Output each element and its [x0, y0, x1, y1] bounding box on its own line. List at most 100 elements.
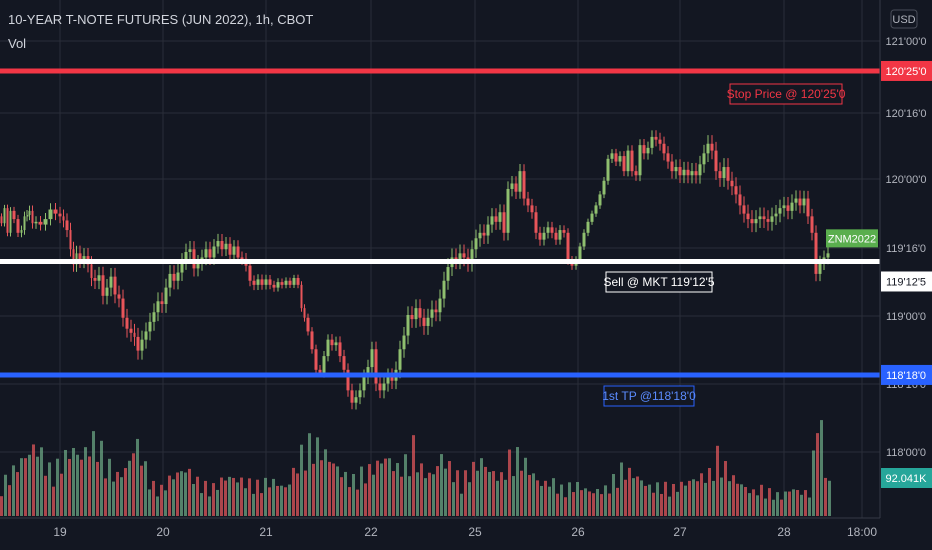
sell-note-text: Sell @ MKT 119'12'5	[603, 275, 714, 289]
candle-body	[292, 278, 296, 285]
volume-bar	[4, 474, 7, 516]
volume-bar	[116, 471, 119, 516]
candle-body	[75, 253, 78, 265]
candle-body	[634, 171, 638, 176]
volume-bar	[92, 431, 95, 516]
candle-body	[826, 253, 830, 258]
volume-bar	[572, 492, 575, 516]
volume-bar	[548, 486, 551, 516]
candle-body	[546, 227, 550, 233]
volume-bar	[136, 438, 139, 516]
candle-body	[260, 279, 264, 285]
volume-bar	[600, 494, 603, 516]
candle-body	[20, 230, 23, 233]
candle-body	[442, 280, 446, 299]
candle-body	[354, 397, 358, 403]
candle-body	[306, 317, 310, 332]
candle-body	[514, 183, 518, 192]
y-tick-label: 119'00'0	[886, 311, 926, 323]
candle-body	[602, 180, 606, 195]
candle-body	[48, 209, 53, 220]
volume-bar	[52, 486, 55, 516]
candle-body	[93, 278, 97, 281]
candle-body	[374, 349, 378, 384]
candle-body	[710, 143, 714, 151]
candle-body	[598, 194, 602, 206]
volume-bar	[804, 490, 807, 516]
volume-bar	[204, 480, 207, 516]
volume-bar	[372, 474, 375, 516]
volume-bar	[608, 493, 611, 516]
volume-bar	[428, 472, 431, 516]
y-tick-label: 121'00'0	[886, 36, 927, 48]
volume-bar	[352, 474, 355, 516]
volume-bar	[180, 471, 183, 516]
y-tick-label: 118'00'0	[886, 447, 926, 459]
volume-bar	[48, 462, 51, 516]
candle-body	[82, 256, 86, 261]
candle-body	[350, 390, 354, 403]
volume-bar	[100, 440, 103, 516]
candle-body	[426, 317, 430, 326]
candle-body	[188, 249, 192, 252]
candle-body	[806, 198, 810, 217]
volume-bar	[436, 466, 439, 516]
candle-body	[750, 219, 754, 224]
volume-bar	[156, 496, 159, 516]
volume-bar	[176, 472, 179, 516]
volume-bar	[636, 476, 639, 516]
candle-body	[192, 249, 196, 269]
volume-bar	[200, 493, 203, 516]
volume-bar	[680, 481, 683, 516]
x-tick-label: 19	[53, 525, 67, 539]
volume-bar	[696, 481, 699, 516]
candle-body	[160, 301, 164, 305]
volume-bar	[424, 478, 427, 516]
candle-body	[129, 328, 133, 333]
volume-bar	[40, 447, 43, 516]
volume-bar	[808, 497, 811, 516]
candle-body	[726, 167, 730, 181]
volume-bar	[588, 491, 591, 516]
volume-bar	[556, 493, 559, 516]
volume-bar	[728, 481, 731, 516]
volume-bar	[656, 482, 659, 516]
candle-body	[386, 376, 390, 384]
stop-price-tag: 120'25'0	[881, 60, 932, 81]
candle-body	[486, 224, 490, 236]
candle-body	[422, 317, 426, 326]
volume-bar	[568, 482, 571, 516]
candle-body	[790, 202, 794, 211]
candle-body	[738, 194, 742, 206]
volume-bar	[192, 484, 195, 516]
candle-body	[810, 216, 814, 233]
candle-body	[296, 278, 300, 285]
volume-bar	[240, 477, 243, 516]
volume-bar	[184, 472, 187, 516]
volume-bar	[8, 485, 11, 516]
candle-body	[23, 216, 26, 231]
volume-bar	[364, 483, 367, 516]
stop-price-note: Stop Price @ 120'25'0	[727, 83, 846, 105]
volume-bar	[704, 482, 707, 516]
volume-bar	[780, 499, 783, 516]
candle-body	[113, 276, 117, 295]
time-axis: 19 20 21 22 25 26 27 28 18:00	[0, 517, 880, 550]
volume-bar	[516, 447, 519, 516]
volume-bar	[448, 461, 451, 516]
volume-bar	[188, 468, 191, 516]
volume-bar	[408, 476, 411, 516]
volume-tag: 92.041K	[881, 468, 932, 488]
candle-body	[522, 171, 526, 199]
candle-body	[694, 171, 698, 176]
candle-body	[682, 169, 686, 176]
candle-body	[300, 284, 303, 309]
y-tick-label: 120'00'0	[886, 174, 927, 186]
candle-body	[276, 282, 280, 288]
candle-body	[674, 167, 678, 172]
volume-bar	[132, 453, 135, 516]
volume-bar	[388, 458, 391, 516]
candle-body	[478, 232, 482, 239]
